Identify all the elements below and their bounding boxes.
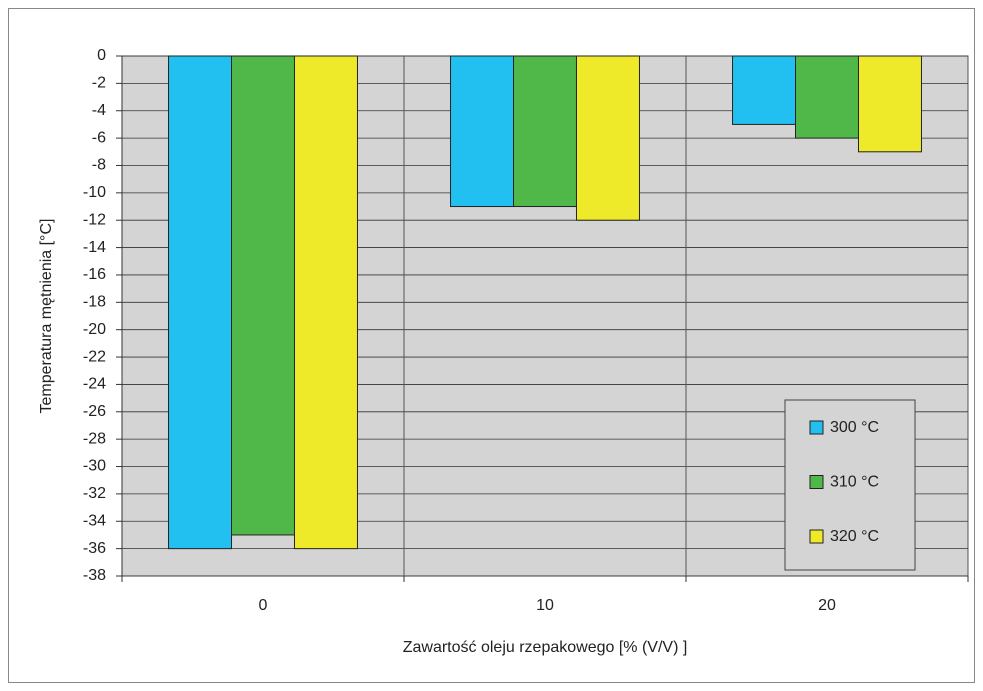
- x-axis-label: Zawartość oleju rzepakowego [% (V/V) ]: [403, 639, 688, 656]
- y-tick-label: -8: [92, 157, 106, 174]
- bar: [857, 55, 922, 153]
- bar: [168, 55, 233, 550]
- bar: [732, 55, 797, 125]
- y-tick-label: -36: [83, 540, 106, 557]
- legend-label: 300 °C: [830, 419, 879, 436]
- legend: [784, 399, 916, 571]
- y-tick-label: -12: [83, 211, 106, 228]
- x-tick-label: 20: [818, 597, 836, 614]
- y-tick-label: -30: [83, 458, 106, 475]
- y-tick-label: 0: [97, 47, 106, 64]
- bar: [231, 55, 295, 536]
- y-tick-label: -34: [83, 512, 106, 529]
- y-tick-label: -14: [83, 239, 106, 256]
- y-tick-label: -38: [83, 567, 106, 584]
- bar: [575, 55, 640, 221]
- y-tick-label: -10: [83, 184, 106, 201]
- y-tick-label: -18: [83, 294, 106, 311]
- y-tick-label: -16: [83, 266, 106, 283]
- bar: [513, 55, 577, 208]
- bar: [795, 55, 859, 139]
- legend-label: 320 °C: [830, 528, 879, 545]
- y-tick-label: -6: [92, 129, 106, 146]
- legend-swatch: [809, 420, 824, 435]
- legend-swatch: [809, 475, 824, 489]
- y-tick-label: -28: [83, 430, 106, 447]
- y-axis-label: Temperatura mętnienia [°C]: [38, 219, 55, 414]
- y-tick-label: -20: [83, 321, 106, 338]
- x-tick-label: 0: [259, 597, 268, 614]
- y-tick-label: -26: [83, 403, 106, 420]
- y-tick-label: -2: [92, 75, 106, 92]
- legend-label: 310 °C: [830, 474, 879, 491]
- y-tick-label: -22: [83, 348, 106, 365]
- y-tick-label: -32: [83, 485, 106, 502]
- bar: [293, 55, 358, 550]
- legend-swatch: [809, 529, 824, 544]
- y-tick-label: -4: [92, 102, 106, 119]
- x-tick-label: 10: [536, 597, 554, 614]
- y-tick-label: -24: [83, 376, 106, 393]
- bar: [450, 55, 515, 208]
